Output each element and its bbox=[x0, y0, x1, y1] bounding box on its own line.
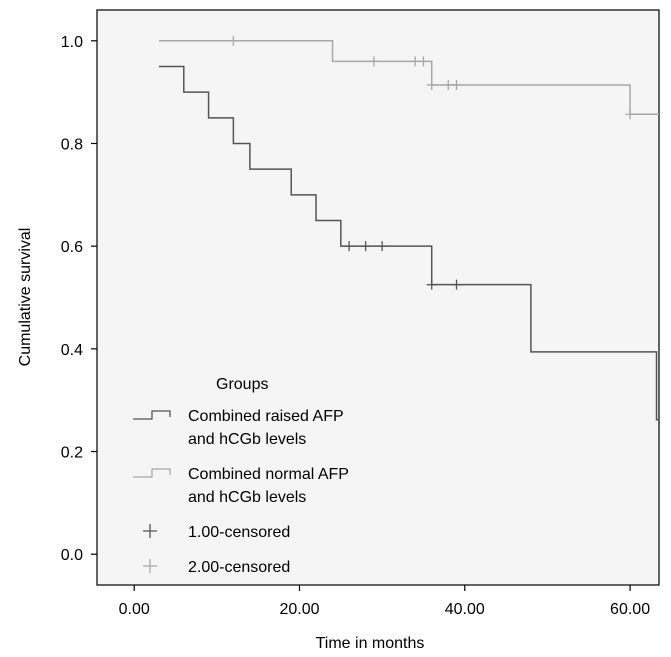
series-1-censor-mark bbox=[360, 241, 371, 252]
y-tick-label: 0.4 bbox=[61, 342, 83, 359]
series-1-censor-mark bbox=[426, 279, 437, 290]
y-tick-label: 1.0 bbox=[61, 34, 83, 51]
y-tick-label: 0.6 bbox=[61, 239, 83, 256]
series-2-censor-mark bbox=[426, 79, 437, 90]
legend-step-swatch bbox=[133, 468, 171, 478]
legend-plus-swatch bbox=[143, 559, 157, 573]
y-tick-label: 0.2 bbox=[61, 445, 83, 462]
x-tick-label: 60.00 bbox=[610, 601, 650, 618]
series-2-censor-mark bbox=[451, 79, 462, 90]
series-1-step-line bbox=[158, 65, 659, 421]
x-axis-title: Time in months bbox=[316, 635, 425, 652]
legend-title: Groups bbox=[216, 376, 268, 393]
x-tick-label: 40.00 bbox=[445, 601, 485, 618]
series-2-censor-mark bbox=[625, 109, 636, 120]
series-layer bbox=[158, 35, 659, 421]
series-2-censor-mark bbox=[418, 56, 429, 67]
legend-label: Combined raised AFP bbox=[188, 408, 344, 425]
legend-step-swatch bbox=[133, 410, 171, 420]
plot-area bbox=[96, 9, 660, 586]
legend-label: and hCGb levels bbox=[188, 431, 306, 448]
y-tick-label: 0.0 bbox=[61, 547, 83, 564]
axis-ticks: 0.00 20.00 40.00 60.00 0.0 0.2 0.4 0.6 0.8 1.0 bbox=[61, 34, 650, 618]
series-1-censor-mark bbox=[377, 241, 388, 252]
legend-label: 2.00-censored bbox=[188, 559, 290, 576]
legend-label: and hCGb levels bbox=[188, 489, 306, 506]
series-1-censor-mark bbox=[344, 241, 355, 252]
legend-label: Combined normal AFP bbox=[188, 466, 349, 483]
y-tick-label: 0.8 bbox=[61, 136, 83, 153]
series-1-censor-mark bbox=[451, 279, 462, 290]
series-2-censor-mark bbox=[368, 56, 379, 67]
x-tick-label: 0.00 bbox=[119, 601, 150, 618]
series-2-censor-mark bbox=[228, 35, 239, 46]
legend-plus-swatch bbox=[143, 524, 157, 538]
x-tick-label: 20.00 bbox=[279, 601, 319, 618]
legend-label: 1.00-censored bbox=[188, 524, 290, 541]
legend: Groups Combined raised AFP and hCGb level… bbox=[133, 376, 349, 576]
y-axis-title: Cumulative survival bbox=[17, 228, 34, 367]
